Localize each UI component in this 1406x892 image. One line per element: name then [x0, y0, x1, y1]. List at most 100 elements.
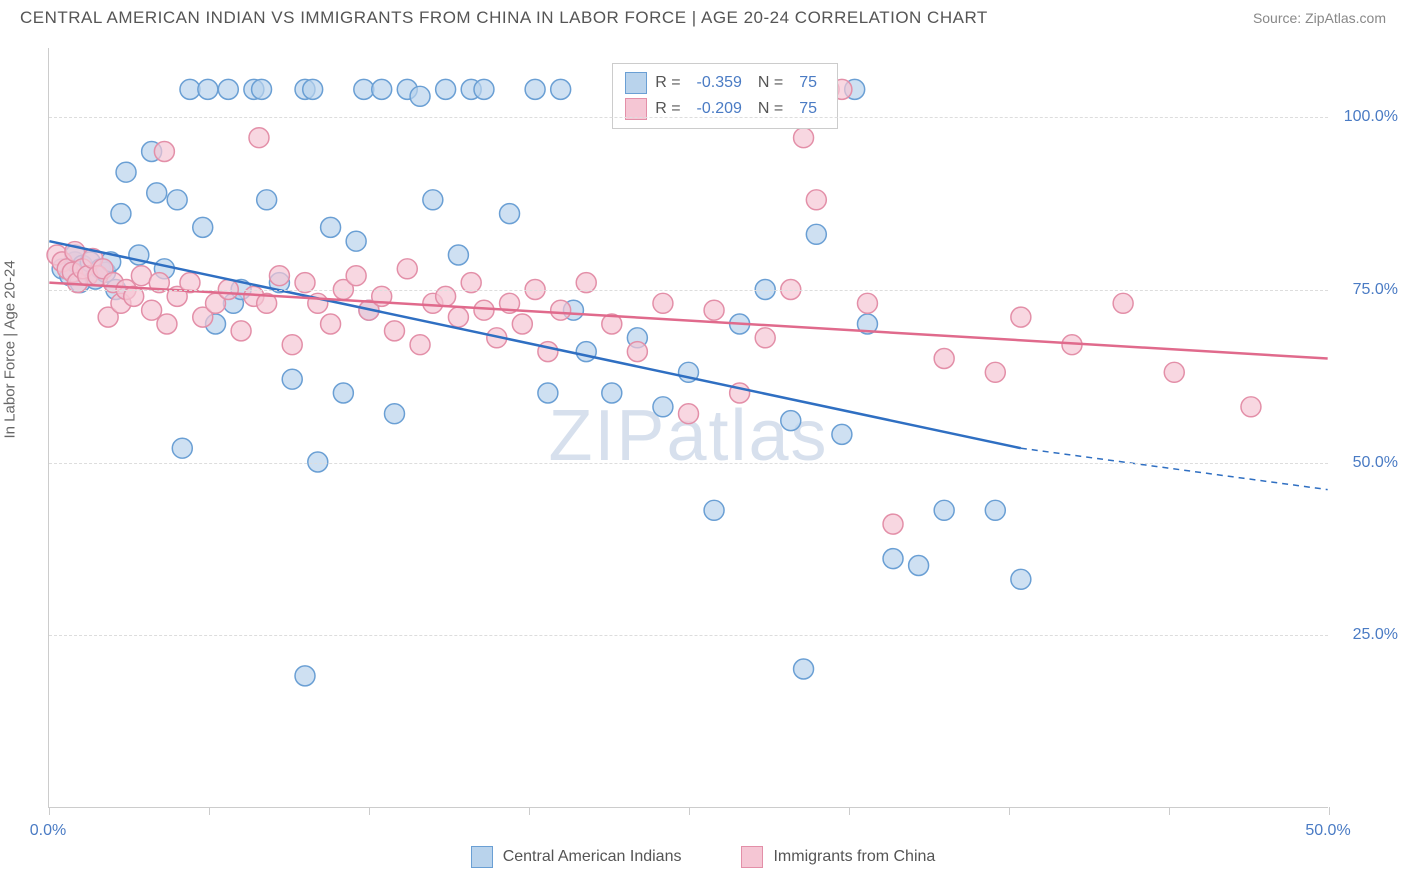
x-tick — [1009, 807, 1010, 815]
scatter-point — [372, 79, 392, 99]
scatter-point — [346, 266, 366, 286]
scatter-point — [321, 314, 341, 334]
scatter-plot-svg — [49, 48, 1328, 807]
scatter-point — [167, 190, 187, 210]
scatter-point — [154, 142, 174, 162]
scatter-point — [512, 314, 532, 334]
scatter-point — [257, 190, 277, 210]
scatter-point — [474, 300, 494, 320]
scatter-point — [333, 383, 353, 403]
legend-r-label: R = — [655, 74, 680, 92]
scatter-point — [883, 514, 903, 534]
scatter-point — [231, 321, 251, 341]
legend-item: Central American Indians — [471, 846, 682, 868]
scatter-point — [704, 500, 724, 520]
scatter-point — [410, 86, 430, 106]
legend-label: Central American Indians — [503, 848, 682, 866]
scatter-point — [525, 79, 545, 99]
scatter-point — [269, 266, 289, 286]
scatter-point — [832, 424, 852, 444]
scatter-point — [385, 321, 405, 341]
scatter-point — [303, 79, 323, 99]
scatter-point — [1241, 397, 1261, 417]
scatter-point — [806, 190, 826, 210]
legend-row: R =-0.209N =75 — [625, 96, 825, 122]
x-tick — [529, 807, 530, 815]
scatter-point — [551, 300, 571, 320]
scatter-point — [180, 79, 200, 99]
scatter-point — [679, 404, 699, 424]
scatter-point — [252, 79, 272, 99]
scatter-point — [282, 335, 302, 355]
scatter-point — [985, 362, 1005, 382]
legend-swatch — [471, 846, 493, 868]
legend-n-label: N = — [758, 74, 783, 92]
x-tick — [849, 807, 850, 815]
legend-r-label: R = — [655, 100, 680, 118]
trend-line-extrapolated — [1021, 448, 1328, 489]
scatter-point — [1011, 569, 1031, 589]
x-tick — [209, 807, 210, 815]
scatter-point — [410, 335, 430, 355]
y-tick-label: 50.0% — [1338, 454, 1398, 472]
scatter-point — [806, 224, 826, 244]
scatter-point — [157, 314, 177, 334]
scatter-point — [934, 349, 954, 369]
gridline — [49, 117, 1328, 118]
source-label: Source: — [1253, 10, 1305, 26]
x-tick-label: 0.0% — [30, 822, 66, 840]
scatter-point — [147, 183, 167, 203]
gridline — [49, 635, 1328, 636]
x-tick — [369, 807, 370, 815]
x-tick — [689, 807, 690, 815]
scatter-point — [909, 556, 929, 576]
scatter-point — [321, 217, 341, 237]
legend-swatch — [741, 846, 763, 868]
y-tick-label: 75.0% — [1338, 281, 1398, 299]
scatter-point — [172, 438, 192, 458]
scatter-point — [551, 79, 571, 99]
y-axis-label: In Labor Force | Age 20-24 — [2, 260, 19, 438]
legend-swatch — [625, 72, 647, 94]
x-tick — [1329, 807, 1330, 815]
scatter-point — [934, 500, 954, 520]
scatter-point — [1164, 362, 1184, 382]
scatter-point — [397, 259, 417, 279]
series-legend: Central American Indians Immigrants from … — [0, 846, 1406, 868]
x-tick — [49, 807, 50, 815]
scatter-point — [193, 217, 213, 237]
scatter-point — [653, 397, 673, 417]
correlation-legend: R =-0.359N =75R =-0.209N =75 — [612, 63, 838, 129]
scatter-point — [436, 79, 456, 99]
legend-r-value: -0.359 — [697, 74, 742, 92]
scatter-point — [346, 231, 366, 251]
scatter-point — [794, 128, 814, 148]
legend-label: Immigrants from China — [773, 848, 935, 866]
chart-plot-area: ZIPatlas R =-0.359N =75R =-0.209N =75 25… — [48, 48, 1328, 808]
legend-row: R =-0.359N =75 — [625, 70, 825, 96]
scatter-point — [295, 666, 315, 686]
scatter-point — [142, 300, 162, 320]
source-attribution: Source: ZipAtlas.com — [1253, 10, 1386, 26]
scatter-point — [131, 266, 151, 286]
scatter-point — [249, 128, 269, 148]
scatter-point — [627, 342, 647, 362]
y-tick-label: 25.0% — [1338, 626, 1398, 644]
legend-r-value: -0.209 — [697, 100, 742, 118]
legend-n-value: 75 — [799, 100, 817, 118]
scatter-point — [474, 79, 494, 99]
x-tick-label: 50.0% — [1305, 822, 1350, 840]
scatter-point — [653, 293, 673, 313]
scatter-point — [385, 404, 405, 424]
gridline — [49, 463, 1328, 464]
scatter-point — [423, 190, 443, 210]
scatter-point — [218, 79, 238, 99]
scatter-point — [576, 342, 596, 362]
scatter-point — [282, 369, 302, 389]
scatter-point — [755, 328, 775, 348]
scatter-point — [857, 293, 877, 313]
scatter-point — [448, 245, 468, 265]
scatter-point — [602, 383, 622, 403]
legend-item: Immigrants from China — [741, 846, 935, 868]
scatter-point — [1113, 293, 1133, 313]
